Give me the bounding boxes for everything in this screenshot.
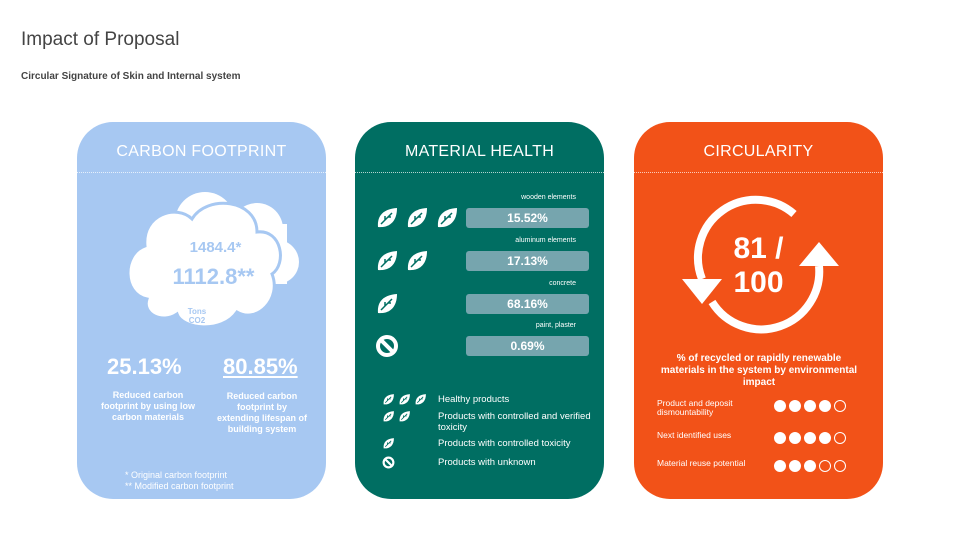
rating-dots — [774, 460, 846, 472]
material-label: wooden elements — [521, 194, 576, 201]
leaf-icon — [399, 394, 410, 405]
carbon-footprint-card: CARBON FOOTPRINT 1484.4* 1112.8** Tons C… — [77, 122, 326, 499]
rating-dot — [834, 460, 846, 472]
divider — [634, 172, 883, 173]
material-health-card: MATERIAL HEALTH wooden elements 15.52% alu… — [355, 122, 604, 499]
card-title: CIRCULARITY — [703, 143, 814, 160]
rating-dot — [819, 460, 831, 472]
leaf-icon — [407, 208, 427, 228]
leaf-icon — [407, 251, 427, 271]
material-percentage-bar: 68.16% — [466, 294, 589, 314]
score-description: % of recycled or rapidly renewable mater… — [660, 353, 858, 388]
material-percentage-bar: 0.69% — [466, 336, 589, 356]
stat-value: 25.13% — [107, 354, 182, 379]
rating-dot — [789, 432, 801, 444]
original-footprint-value: 1484.4* — [189, 239, 242, 256]
unit-label: Tons — [187, 307, 207, 316]
rating-dot — [804, 460, 816, 472]
rating-dot — [804, 400, 816, 412]
legend-label: Products with controlled and verified to… — [438, 411, 591, 433]
rating-dot — [804, 432, 816, 444]
rating-dot — [819, 400, 831, 412]
prohibited-icon — [376, 335, 398, 357]
card-title: CARBON FOOTPRINT — [116, 143, 287, 160]
material-label: aluminum elements — [515, 237, 576, 244]
leaf-icon — [399, 411, 410, 422]
leaf-icon — [377, 208, 397, 228]
rating-dot — [774, 460, 786, 472]
page-title: Impact of Proposal — [21, 29, 180, 50]
footnote: * Original carbon footprint — [125, 470, 228, 480]
divider — [77, 172, 326, 173]
stat-label: Reduced carbon footprint by using low ca… — [101, 390, 195, 422]
legend-label: Healthy products — [438, 394, 510, 405]
prohibited-icon — [382, 456, 395, 469]
circular-arrows-icon — [682, 195, 839, 334]
rating-dot — [789, 400, 801, 412]
legend-label: Products with controlled toxicity — [438, 438, 571, 449]
stat-value: 80.85% — [223, 354, 298, 379]
page-subtitle: Circular Signature of Skin and Internal … — [21, 71, 241, 82]
rating-dot — [789, 460, 801, 472]
rating-dots — [774, 400, 846, 412]
leaf-icon — [437, 208, 457, 228]
rating-dot — [774, 432, 786, 444]
cloud-icon — [126, 192, 299, 329]
material-label: concrete — [549, 280, 576, 287]
material-label: paint, plaster — [535, 322, 576, 329]
divider — [355, 172, 604, 173]
rating-label: Next identified uses — [657, 430, 732, 440]
leaf-icon — [415, 394, 426, 405]
leaf-icon — [377, 294, 397, 314]
rating-label: Product and deposit dismountability — [657, 398, 733, 417]
rating-dot — [774, 400, 786, 412]
score-line: 100 — [733, 266, 784, 299]
rating-dot — [819, 432, 831, 444]
legend-label: Products with unknown — [438, 457, 536, 468]
stat-label: Reduced carbon footprint by extending li… — [217, 391, 308, 434]
leaf-icon — [383, 438, 394, 449]
material-percentage-bar: 17.13% — [466, 251, 589, 271]
footnote: ** Modified carbon footprint — [125, 481, 234, 491]
material-percentage-bar: 15.52% — [466, 208, 589, 228]
card-title: MATERIAL HEALTH — [404, 143, 555, 160]
score-line: 81 / — [733, 232, 784, 265]
circularity-card: CIRCULARITY 81 / 100 % of recycled or ra… — [634, 122, 883, 499]
unit-label: CO2 — [188, 316, 206, 325]
rating-dots — [774, 432, 846, 444]
modified-footprint-value: 1112.8** — [172, 264, 255, 289]
rating-dot — [834, 432, 846, 444]
leaf-icon — [377, 251, 397, 271]
rating-label: Material reuse potential — [657, 458, 746, 468]
leaf-icon — [383, 394, 394, 405]
leaf-icon — [383, 411, 394, 422]
rating-dot — [834, 400, 846, 412]
